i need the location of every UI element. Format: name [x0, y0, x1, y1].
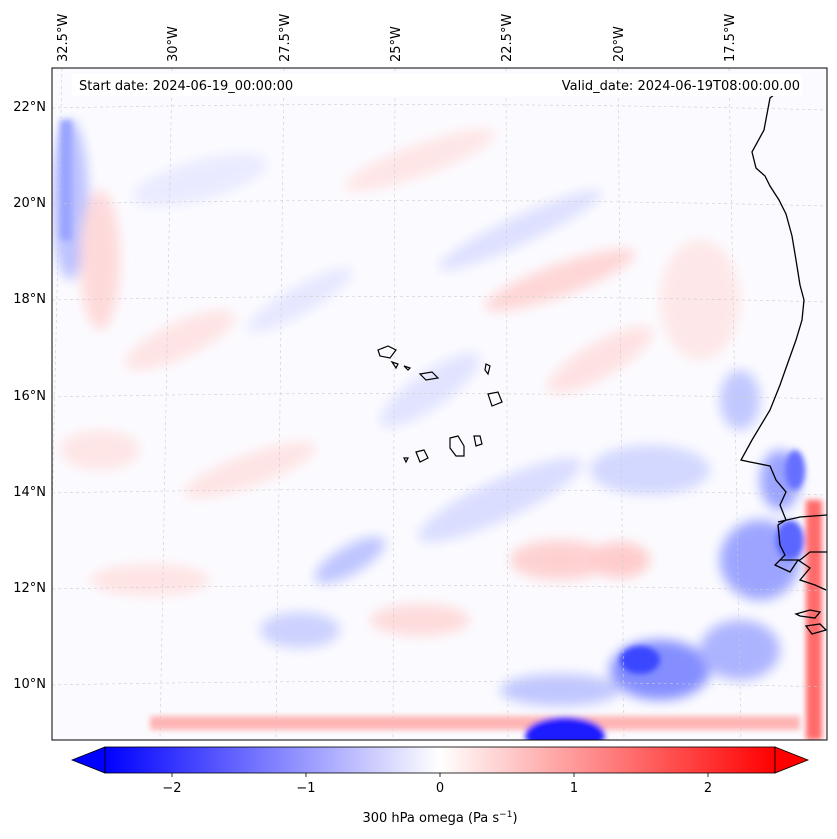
lat-tick-label: 16°N — [13, 389, 46, 404]
lon-tick-label: 32.5°W — [56, 14, 71, 62]
omega-field — [52, 120, 800, 706]
valid-date-label: Valid_date: 2024-06-19T08:00:00.00 — [562, 79, 800, 94]
header-band — [72, 74, 802, 96]
lon-tick-label: 20°W — [612, 26, 627, 62]
coastlines — [740, 81, 827, 635]
lon-tick-label: 30°W — [166, 26, 181, 62]
lon-tick-label: 25°W — [389, 26, 404, 62]
cape-verde-islands — [377, 345, 503, 464]
colorbar-tick-label: −2 — [162, 781, 181, 796]
latitude-labels: 22°N 20°N 18°N 16°N 14°N 12°N 10°N — [13, 100, 46, 692]
longitude-labels: 32.5°W 30°W 27.5°W 25°W 22.5°W 20°W 17.5… — [56, 14, 738, 62]
map-panel — [52, 68, 827, 740]
colorbar-tick-label: 0 — [436, 781, 444, 796]
colorbar-tick-label: 1 — [570, 781, 578, 796]
lon-tick-label: 22.5°W — [500, 14, 515, 62]
colorbar: −2 −1 0 1 2 300 hPa omega (Pa s−1) — [70, 746, 810, 826]
africa-coastline — [740, 81, 827, 591]
lon-tick-label: 27.5°W — [278, 14, 293, 62]
lat-tick-label: 10°N — [13, 677, 46, 692]
colorbar-tick-label: −1 — [296, 781, 315, 796]
colorbar-body — [104, 746, 776, 774]
colorbar-extend-min — [70, 746, 106, 774]
lat-tick-label: 12°N — [13, 581, 46, 596]
lat-tick-label: 22°N — [13, 100, 46, 115]
lat-tick-label: 18°N — [13, 292, 46, 307]
start-date-label: Start date: 2024-06-19_00:00:00 — [79, 79, 293, 94]
lat-tick-label: 14°N — [13, 485, 46, 500]
lat-tick-label: 20°N — [13, 196, 46, 211]
lon-tick-label: 17.5°W — [723, 14, 738, 62]
colorbar-label: 300 hPa omega (Pa s−1) — [362, 810, 517, 826]
colorbar-extend-max — [774, 746, 810, 774]
graticule — [52, 68, 827, 740]
omega-strong-features — [60, 120, 822, 740]
map-frame — [51, 67, 828, 741]
colorbar-tick-label: 2 — [704, 781, 712, 796]
